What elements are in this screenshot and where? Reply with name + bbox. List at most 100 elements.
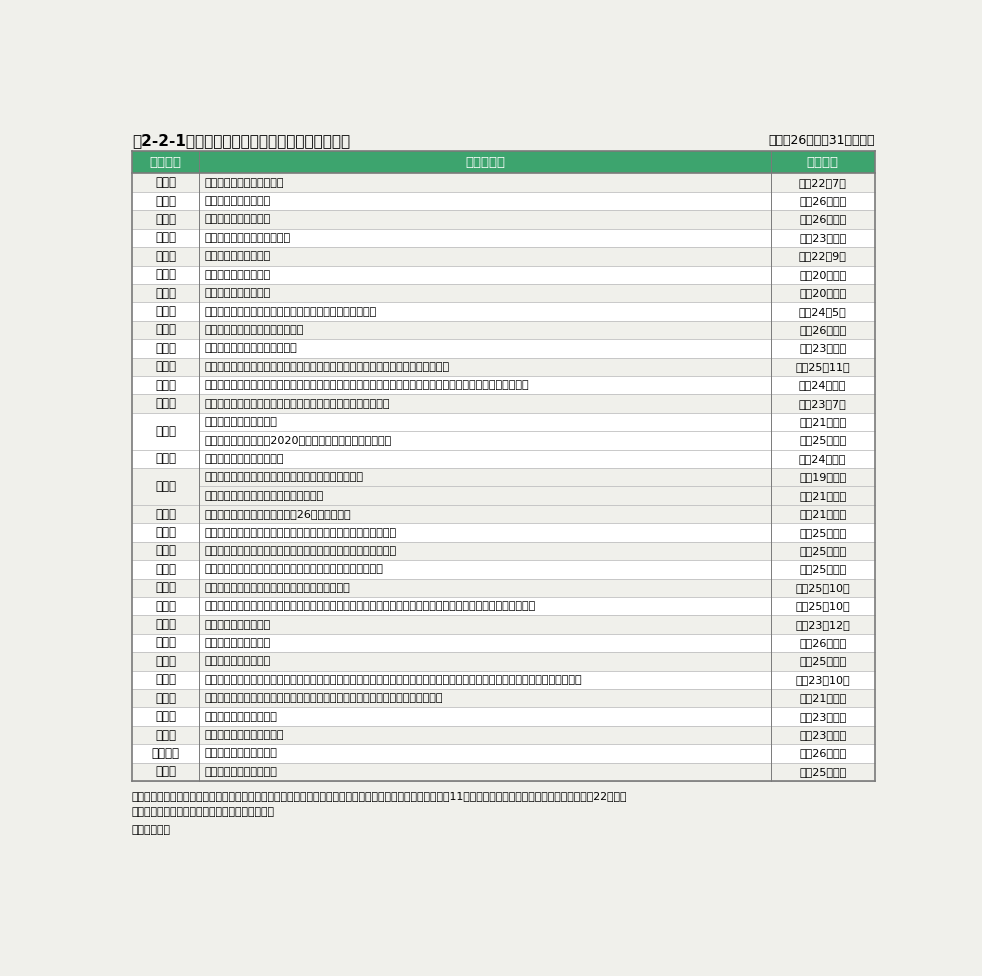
- Text: 生物多様性保全県戦略: 生物多様性保全県戦略: [204, 269, 270, 280]
- Text: 平成25年３月: 平成25年３月: [799, 564, 846, 574]
- Text: 生物多様性なら戦略　〜豊かな自然環境を未来の子どもたちに〜: 生物多様性なら戦略 〜豊かな自然環境を未来の子どもたちに〜: [204, 527, 396, 538]
- Text: 長野県: 長野県: [155, 379, 176, 391]
- Text: 山口県: 山口県: [155, 582, 176, 594]
- Text: 平成26年３月: 平成26年３月: [799, 749, 846, 758]
- Bar: [132, 542, 199, 560]
- Text: 生物多様性やまぐち戦略（山口県環境基本計画）: 生物多様性やまぐち戦略（山口県環境基本計画）: [204, 583, 350, 592]
- Bar: [132, 468, 199, 505]
- Text: 平成20年３月: 平成20年３月: [799, 288, 846, 298]
- Text: 生物多様性おきなわ戦略: 生物多様性おきなわ戦略: [204, 767, 277, 777]
- Bar: [771, 357, 875, 376]
- Bar: [771, 486, 875, 505]
- Text: 鹿児島県: 鹿児島県: [151, 747, 180, 760]
- Text: 岐阜県: 岐阜県: [155, 397, 176, 410]
- Text: 北海道: 北海道: [155, 177, 176, 189]
- Bar: [771, 321, 875, 340]
- Bar: [199, 652, 771, 671]
- Text: 生物多様性こうち戦略: 生物多様性こうち戦略: [204, 638, 270, 648]
- Bar: [199, 192, 771, 210]
- Bar: [132, 616, 199, 633]
- Bar: [132, 579, 199, 597]
- Bar: [132, 210, 199, 228]
- Text: 平成19年３月: 平成19年３月: [799, 472, 846, 482]
- Bar: [132, 413, 199, 450]
- Text: 平成21年３月: 平成21年３月: [799, 509, 846, 519]
- Text: 未来につなげ命の環！広島プラン　〜生物多様性広島戦略〜: 未来につなげ命の環！広島プラン 〜生物多様性広島戦略〜: [204, 564, 383, 574]
- Text: 平成26年３月: 平成26年３月: [799, 215, 846, 224]
- Text: 高知県: 高知県: [155, 636, 176, 649]
- Text: 平成25年３月: 平成25年３月: [799, 527, 846, 538]
- Text: 東京都: 東京都: [155, 305, 176, 318]
- Text: みえ生物多様性推進プラン: みえ生物多様性推進プラン: [204, 454, 284, 464]
- Bar: [199, 708, 771, 726]
- Text: 平成26年３月: 平成26年３月: [799, 325, 846, 335]
- Bar: [771, 523, 875, 542]
- Bar: [771, 340, 875, 357]
- Text: 生物多様性とちぎ戦略: 生物多様性とちぎ戦略: [204, 252, 270, 262]
- Text: 平成22年9月: 平成22年9月: [798, 252, 846, 262]
- Bar: [199, 174, 771, 192]
- Text: 石川県: 石川県: [155, 342, 176, 355]
- Bar: [132, 340, 199, 357]
- Text: 資料：環境省: 資料：環境省: [132, 826, 171, 835]
- Text: あいち生物多様性戦略2020　〜愛知目標の達成に向けて〜: あいち生物多様性戦略2020 〜愛知目標の達成に向けて〜: [204, 435, 391, 445]
- Text: 緑施策の新展開　〜生物多様性の保全に向けた基本戦略〜: 緑施策の新展開 〜生物多様性の保全に向けた基本戦略〜: [204, 306, 376, 316]
- Bar: [771, 597, 875, 616]
- Text: 平成24年３月: 平成24年３月: [799, 454, 846, 464]
- Bar: [771, 579, 875, 597]
- Text: 沖縄県: 沖縄県: [155, 765, 176, 779]
- Text: 愛媛県: 愛媛県: [155, 618, 176, 631]
- Bar: [132, 745, 199, 762]
- Text: 三重県: 三重県: [155, 452, 176, 466]
- Bar: [771, 708, 875, 726]
- Text: 滋賀県: 滋賀県: [155, 480, 176, 493]
- Text: 広島県: 広島県: [155, 563, 176, 576]
- Bar: [199, 284, 771, 303]
- Text: 熊本県: 熊本県: [155, 711, 176, 723]
- Text: （平成26年３月31日現在）: （平成26年３月31日現在）: [768, 134, 875, 146]
- Text: 滋賀県ビオトープネットワーク長期構想: 滋賀県ビオトープネットワーク長期構想: [204, 491, 323, 501]
- Bar: [199, 616, 771, 633]
- Text: 千葉県: 千葉県: [155, 287, 176, 300]
- Bar: [199, 450, 771, 468]
- Text: 生物多様性基本法の施行以前に策定された計画又は生物多様性基本法の施行後であるが、生物多様性基本法第11条に基づく最初の生物多様性国家戦略（平成22年３月: 生物多様性基本法の施行以前に策定された計画又は生物多様性基本法の施行後であるが、…: [132, 791, 627, 801]
- Bar: [199, 523, 771, 542]
- Text: 平成25年３月: 平成25年３月: [799, 435, 846, 445]
- Text: 平成25年３月: 平成25年３月: [799, 546, 846, 556]
- Text: 第２期佐賀県環境基本計画　〜みんなで創る　環境最先端県さが〜（記載の一部が生物多様性地域戦略に位置づけられている）: 第２期佐賀県環境基本計画 〜みんなで創る 環境最先端県さが〜（記載の一部が生物多…: [204, 674, 581, 685]
- Text: ふくしま生物多様性推進計画: ふくしま生物多様性推進計画: [204, 233, 290, 243]
- Bar: [132, 284, 199, 303]
- Bar: [132, 652, 199, 671]
- Text: 平成21年３月: 平成21年３月: [799, 417, 846, 427]
- Text: 福島県: 福島県: [155, 231, 176, 244]
- Bar: [199, 633, 771, 652]
- Text: 岡山県: 岡山県: [155, 545, 176, 557]
- Text: 平成25年10月: 平成25年10月: [795, 583, 850, 592]
- Text: 平成21年２月: 平成21年２月: [799, 491, 846, 501]
- Bar: [199, 762, 771, 781]
- Bar: [771, 689, 875, 708]
- Bar: [771, 210, 875, 228]
- Text: 長崎県: 長崎県: [155, 692, 176, 705]
- Bar: [199, 265, 771, 284]
- Text: 徳島県: 徳島県: [155, 599, 176, 613]
- Bar: [199, 486, 771, 505]
- Text: 福井県: 福井県: [155, 360, 176, 373]
- Text: 平成23年３月: 平成23年３月: [799, 233, 846, 243]
- Text: 奈良県: 奈良県: [155, 526, 176, 539]
- Text: 愛知県: 愛知県: [155, 425, 176, 438]
- Bar: [771, 394, 875, 413]
- Bar: [199, 431, 771, 450]
- Text: 兵庫県: 兵庫県: [155, 508, 176, 520]
- Text: 平成25年３月: 平成25年３月: [799, 657, 846, 667]
- Text: 平成21年３月: 平成21年３月: [799, 693, 846, 704]
- Bar: [132, 633, 199, 652]
- Text: 福井県環境基本計画　（記載の一部が生物多様性地域戦略に位置づけられている）: 福井県環境基本計画 （記載の一部が生物多様性地域戦略に位置づけられている）: [204, 362, 449, 372]
- Bar: [199, 357, 771, 376]
- Bar: [199, 210, 771, 228]
- Text: 生物多様性おおいた県戦略: 生物多様性おおいた県戦略: [204, 730, 284, 740]
- Bar: [771, 542, 875, 560]
- Bar: [771, 450, 875, 468]
- Bar: [199, 376, 771, 394]
- Bar: [771, 174, 875, 192]
